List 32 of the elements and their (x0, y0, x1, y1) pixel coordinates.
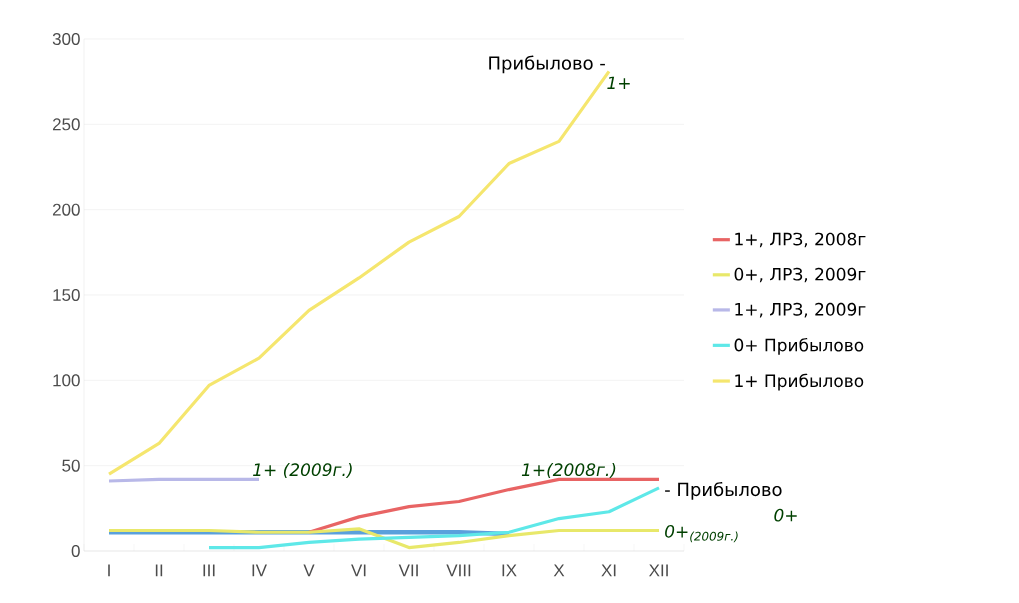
y-tick-label: 250 (52, 118, 80, 131)
annotation: 1+(2008г.) (521, 462, 616, 479)
annotation: Прибылово - (489, 55, 605, 74)
x-tick-label: III (203, 564, 215, 577)
y-tick-label: 150 (53, 288, 80, 302)
annotation: 0+$_{(2009г.)}$ (665, 524, 738, 543)
legend-label: 1+, ЛРЗ, 2008г (735, 232, 866, 248)
legend-label: 0+ Прибылово (734, 337, 864, 355)
x-tick-label: VI (351, 564, 366, 577)
x-tick-label: V (303, 564, 315, 577)
text: 0+ (774, 508, 797, 522)
x-tick-label: VII (398, 564, 418, 577)
x-tick-label: II (155, 564, 163, 577)
y-tick-label: 300 (52, 32, 80, 46)
legend-label: 1+, ЛРЗ, 2009г (735, 302, 866, 318)
x-tick-label: I (108, 564, 110, 577)
y-tick-label: 0 (71, 544, 80, 558)
y-tick-label: 100 (53, 374, 80, 387)
annotation: 1+ (607, 76, 630, 90)
x-tick-label: X (553, 564, 565, 577)
legend-label: 0+, ЛРЗ, 2009г (734, 267, 866, 283)
line-series (207, 486, 661, 550)
legend-label: 1+ Прибылово (735, 373, 864, 391)
x-tick-label: XII (648, 564, 668, 577)
annotation: 1+ (2009г.) (253, 462, 352, 479)
y-tick-label: 50 (62, 459, 80, 472)
y-tick-label: 200 (52, 203, 80, 216)
x-tick-label: IX (502, 564, 517, 577)
x-tick-label: IV (252, 564, 267, 577)
annotation: - Прибылово (665, 481, 782, 500)
x-tick-label: XI (601, 564, 616, 577)
x-tick-label: VIII (446, 564, 471, 577)
